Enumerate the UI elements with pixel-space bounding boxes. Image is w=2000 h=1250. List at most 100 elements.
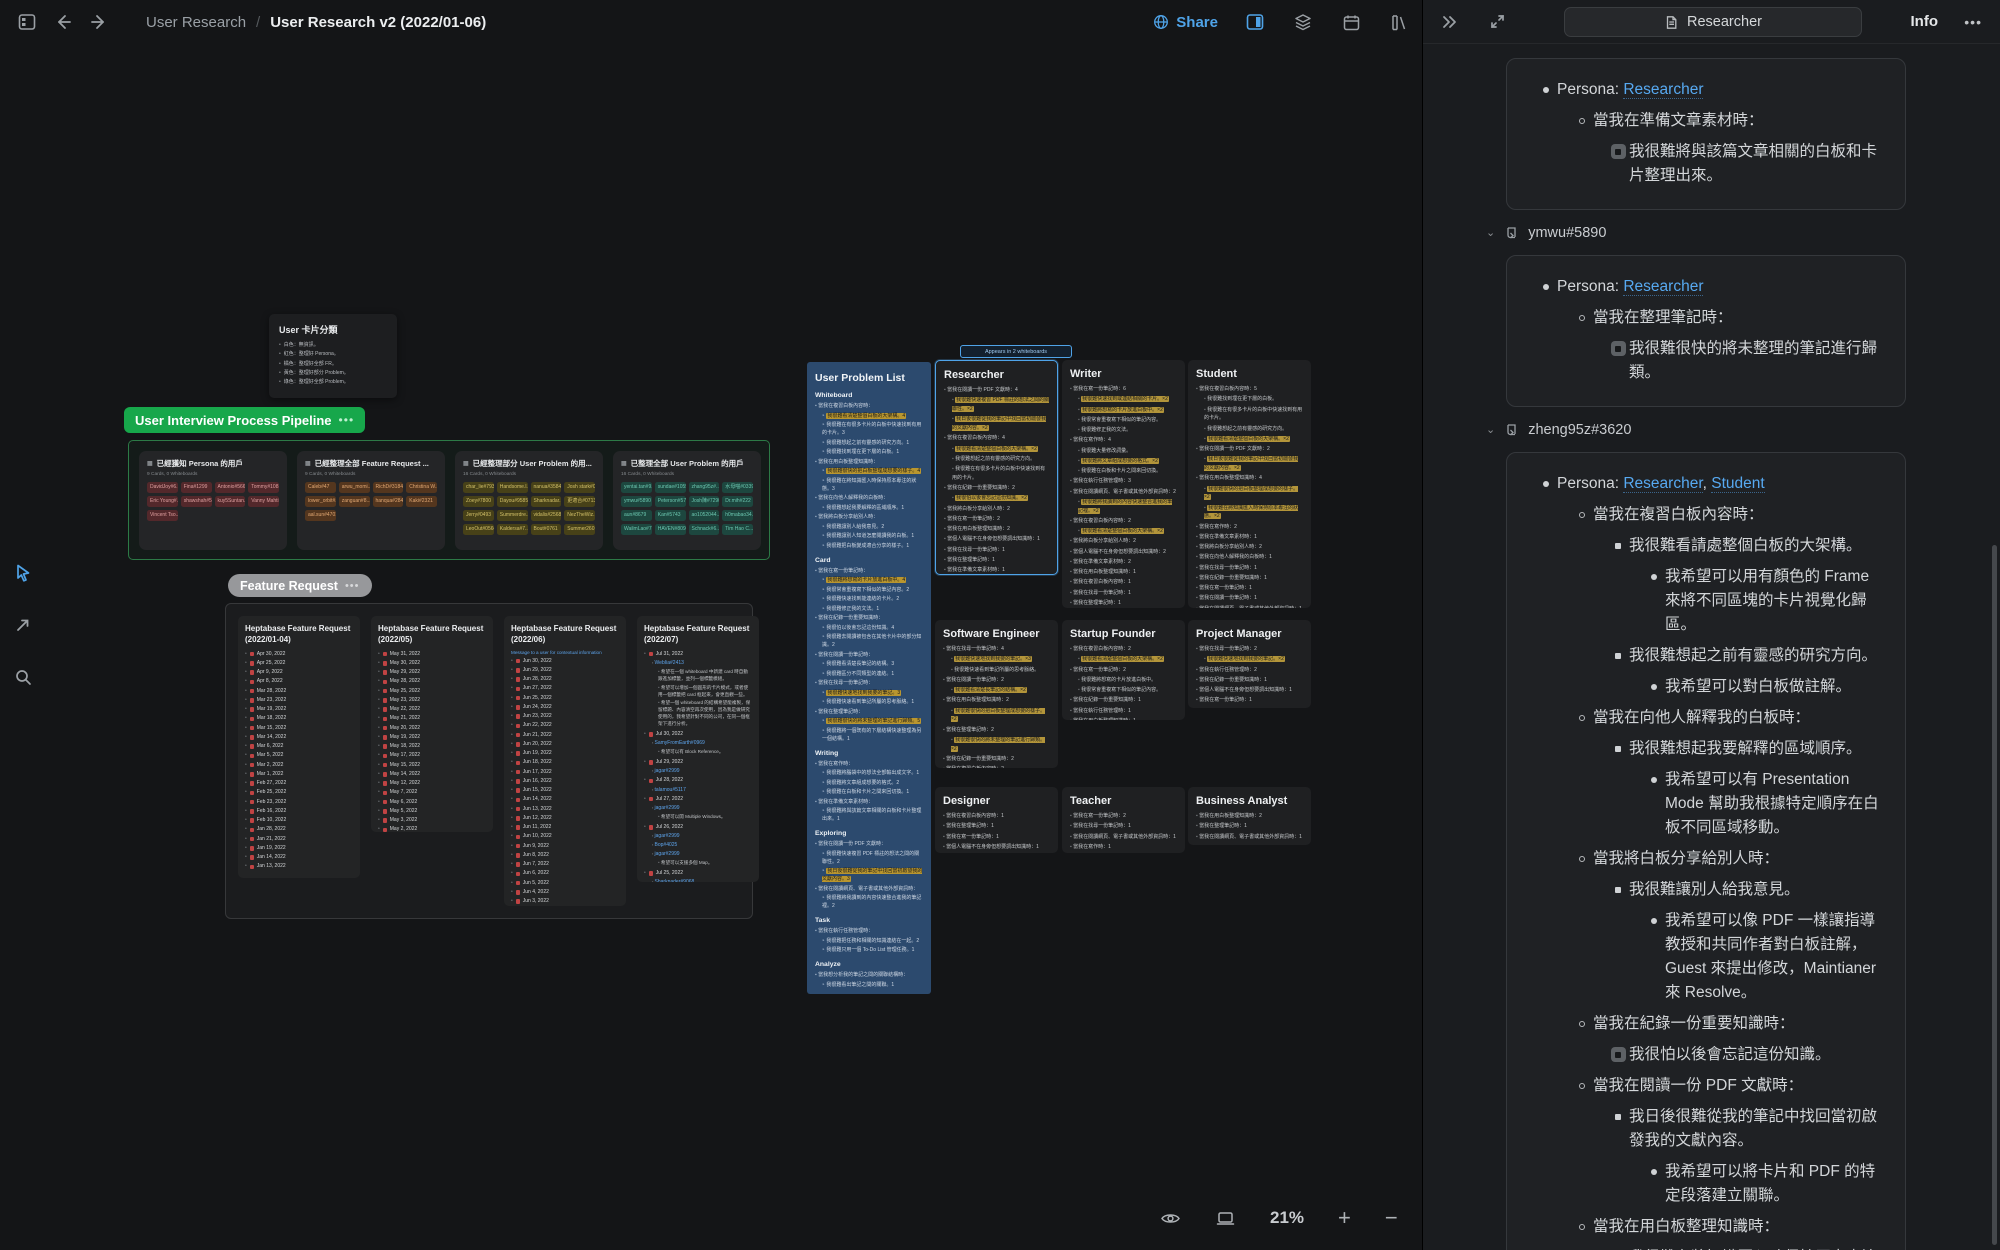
persona-card-teacher[interactable]: Teacher 當我在寫一份筆記時：2當我在找尋一份筆記時：1 當我在閱讀網頁、電子…: [1062, 787, 1185, 853]
user-chip[interactable]: sundae#1055: [654, 482, 686, 493]
user-chip[interactable]: shawshah#5...: [180, 496, 212, 507]
chevron-down-icon[interactable]: ⌄: [1486, 423, 1496, 436]
user-link[interactable]: talamou#5117: [652, 786, 752, 795]
user-chip[interactable]: Summer260...: [564, 524, 595, 535]
frame-menu-dots[interactable]: •••: [338, 413, 355, 427]
persona-card-ba[interactable]: Business Analyst 當我在用白板整理知識時：2當我在整理筆記時：1 當…: [1188, 787, 1311, 845]
user-chip[interactable]: Schnack#6...: [688, 524, 720, 535]
user-chip[interactable]: Caleb#47: [305, 482, 336, 493]
user-chip[interactable]: Kaldersa#7...: [496, 524, 528, 535]
persona-link[interactable]: Researcher: [1623, 81, 1704, 99]
user-chip[interactable]: ymwu#5890: [621, 496, 652, 507]
user-link[interactable]: SamyFromEarth#0969: [652, 739, 752, 748]
right-panel-toggle-icon[interactable]: [1244, 11, 1266, 33]
feature-request-column[interactable]: Heptabase Feature Request (2022/01-04) Ap…: [238, 616, 360, 878]
user-chip[interactable]: NezTheWiz...: [564, 510, 595, 521]
user-chip[interactable]: char_lie#7938: [463, 482, 494, 493]
user-link[interactable]: jagar#2999: [652, 804, 752, 813]
user-chip[interactable]: aun#8679: [621, 510, 652, 521]
user-chip[interactable]: h0mabao34...: [722, 510, 753, 521]
zoom-level[interactable]: 21%: [1270, 1208, 1305, 1227]
share-button[interactable]: Share: [1153, 14, 1218, 31]
collapsible-card-row[interactable]: ⌄ zheng95z#3620: [1486, 422, 1906, 438]
select-cursor-tool-icon[interactable]: [10, 560, 36, 586]
persona-card-researcher[interactable]: Researcher 當我在閱讀一份 PDF 文獻時：4我很難快速複習 PDF 標…: [935, 360, 1058, 575]
presentation-device-icon[interactable]: [1215, 1208, 1236, 1229]
note-link[interactable]: Message to a user for contextual informa…: [511, 649, 602, 655]
forward-icon[interactable]: [88, 11, 110, 33]
user-link[interactable]: WebIia#2413: [652, 659, 752, 668]
user-chip[interactable]: Josh陳#7290: [688, 496, 720, 507]
layers-icon[interactable]: [1292, 11, 1314, 33]
persona-card-student[interactable]: Student 當我在複習白板內容時：5我很難找到埋在更下層的白板。我很難在有很多…: [1188, 360, 1311, 608]
user-chip[interactable]: yentai.tan#9...: [621, 482, 652, 493]
feature-request-column[interactable]: Heptabase Feature Request (2022/05) May 3…: [371, 616, 493, 832]
arrow-connector-tool-icon[interactable]: [10, 612, 36, 638]
user-chip[interactable]: zanguan#8...: [338, 496, 370, 507]
user-chip[interactable]: Kan#5743: [654, 510, 686, 521]
user-chip[interactable]: HAVEN#8094: [654, 524, 686, 535]
user-chip[interactable]: Dr.mih#222: [722, 496, 753, 507]
chevron-down-icon[interactable]: ⌄: [1486, 226, 1496, 239]
card-user-card-sort[interactable]: User 卡片分類 白色：無資訊。紅色：整理好 Persona。橘色：整理好全部…: [269, 314, 397, 398]
user-chip[interactable]: Sharknadar...: [530, 496, 562, 507]
kanban-board-card[interactable]: ▦ 已經獲知 Persona 的用戶 9 Cards, 0 Whiteboards D…: [139, 451, 287, 550]
sidebar-toggle-icon[interactable]: [16, 11, 38, 33]
persona-link[interactable]: Researcher: [1623, 475, 1703, 493]
user-chip[interactable]: Eric Young#...: [147, 496, 178, 507]
user-chip[interactable]: WailmLao#7...: [621, 524, 652, 535]
user-chip[interactable]: arwu_momi...: [338, 482, 370, 493]
user-chip[interactable]: Josh stark#0...: [564, 482, 595, 493]
search-tool-icon[interactable]: [10, 664, 36, 690]
frame-label-pipeline[interactable]: User Interview Process Pipeline •••: [124, 407, 366, 433]
user-chip[interactable]: nanua#3584: [530, 482, 562, 493]
user-chip[interactable]: kuy5Suntan...: [214, 496, 246, 507]
user-link[interactable]: jagar#2999: [652, 832, 752, 841]
user-chip[interactable]: Fina#1299: [180, 482, 212, 493]
user-chip[interactable]: Bout#0761: [530, 524, 562, 535]
user-link[interactable]: jagar#2999: [652, 767, 752, 776]
user-chip[interactable]: Summerdre...: [496, 510, 528, 521]
user-chip[interactable]: Tim Hao C...: [722, 524, 753, 535]
user-chip[interactable]: 水母喵#0339: [722, 482, 753, 493]
user-chip[interactable]: aal.sun#4701: [305, 510, 336, 521]
more-menu-button[interactable]: •••: [1964, 13, 1982, 30]
user-chip[interactable]: hanqua#2847: [372, 496, 404, 507]
user-chip[interactable]: Zoey#7800: [463, 496, 494, 507]
persona-card-pm[interactable]: Project Manager 當我在找尋一份筆記時：2我很難快速地找到我要的筆記…: [1188, 620, 1311, 708]
feature-request-column[interactable]: Heptabase Feature Request (2022/06) Messa…: [504, 616, 626, 906]
kanban-board-card[interactable]: ▦ 已整理全部 User Problem 的用戶 16 Cards, 0 White…: [613, 451, 761, 550]
user-chip[interactable]: vidalis#2568: [530, 510, 562, 521]
library-icon[interactable]: [1388, 11, 1410, 33]
persona-link[interactable]: Student: [1711, 475, 1765, 493]
user-link[interactable]: jagar#2999: [652, 850, 752, 859]
user-chip[interactable]: Kaki#2321: [406, 496, 437, 507]
appears-in-whiteboards-badge[interactable]: Appears in 2 whiteboards: [960, 345, 1072, 358]
sidebar-body[interactable]: Persona: Researcher 當我在準備文章素材時： 我很難將與該篇文章相…: [1423, 44, 2000, 1250]
user-chip[interactable]: Vanny Mahti...: [248, 496, 279, 507]
collapse-sidebar-icon[interactable]: [1437, 10, 1461, 34]
user-chip[interactable]: Dayou#9585: [496, 496, 528, 507]
frame-label-feature-request[interactable]: Feature Request •••: [228, 574, 372, 597]
frame-menu-dots[interactable]: •••: [344, 579, 360, 592]
open-note-tab[interactable]: Researcher: [1564, 7, 1862, 37]
kanban-board-card[interactable]: ▦ 已經整理部分 User Problem 的用... 16 Cards, 0 Wh…: [455, 451, 603, 550]
feature-request-column[interactable]: Heptabase Feature Request (2022/07) Jul 3…: [637, 616, 759, 882]
frame-pipeline[interactable]: ▦ 已經獲知 Persona 的用戶 9 Cards, 0 Whiteboards D…: [128, 440, 770, 560]
eye-visibility-icon[interactable]: [1160, 1208, 1181, 1229]
user-chip[interactable]: zhang95z#...: [688, 482, 720, 493]
user-chip[interactable]: ao1052044...: [688, 510, 720, 521]
note-block-card[interactable]: Persona: Researcher 當我在整理筆記時： 我很難很快的將未整理的筆…: [1506, 255, 1906, 407]
info-button[interactable]: Info: [1910, 13, 1939, 30]
user-link[interactable]: Bop#4025: [652, 841, 752, 850]
user-chip[interactable]: 更適合#0713: [564, 496, 595, 507]
collapsible-card-row[interactable]: ⌄ ymwu#5890: [1486, 225, 1906, 241]
note-block-card[interactable]: Persona: Researcher 當我在準備文章素材時： 我很難將與該篇文章相…: [1506, 58, 1906, 210]
user-chip[interactable]: Vincent Tso...: [147, 510, 178, 521]
persona-card-writer[interactable]: Writer 當我在寫一份筆記時：6我很難快速找到或連結相關的卡片。×2 我很難將想…: [1062, 360, 1185, 608]
card-user-problem-list[interactable]: User Problem List Whiteboard 當我在複習白板內容時： 我…: [807, 362, 931, 994]
persona-card-se[interactable]: Software Engineer 當我在找尋一份筆記時：4我很難快速地找到我要的…: [935, 620, 1058, 768]
persona-card-designer[interactable]: Designer 當我在複習白板內容時：1當我在整理筆記時：1 當我在寫一份筆記時：…: [935, 787, 1058, 853]
user-chip[interactable]: Antonio#5667: [214, 482, 246, 493]
